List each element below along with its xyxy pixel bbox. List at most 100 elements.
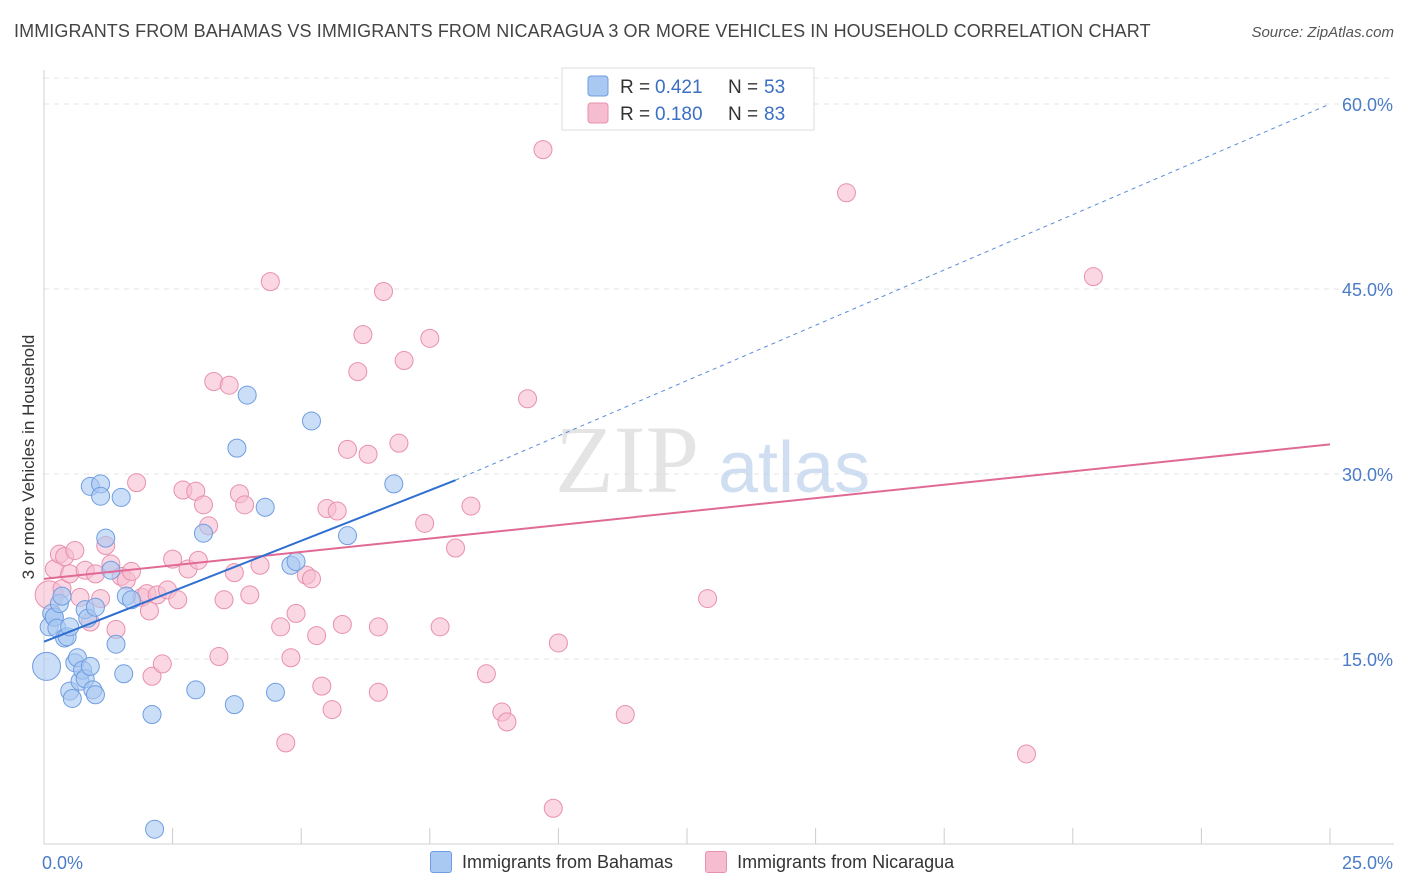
- legend-r-value-bahamas: 0.421: [655, 77, 703, 98]
- nicaragua-point: [163, 549, 183, 569]
- legend-swatch-nicaragua-bottom: [705, 851, 728, 873]
- bahamas-point: [96, 528, 116, 548]
- bahamas-point: [91, 486, 111, 506]
- trend-bahamas: [43, 479, 456, 643]
- nicaragua-point: [337, 439, 357, 459]
- bahamas-point: [60, 617, 80, 637]
- legend-n-value-nicaragua: 83: [764, 104, 785, 125]
- bahamas-point: [186, 680, 206, 700]
- x-tick-label-max: 25.0%: [1342, 853, 1393, 873]
- nicaragua-point: [235, 495, 255, 515]
- bahamas-point: [142, 705, 162, 724]
- y-tick-label: 30.0%: [1342, 465, 1393, 485]
- nicaragua-point: [543, 798, 563, 818]
- legend-swatch-bahamas: [587, 75, 609, 97]
- nicaragua-point: [65, 540, 85, 560]
- nicaragua-point: [327, 501, 347, 521]
- nicaragua-point: [142, 666, 162, 686]
- nicaragua-point: [358, 444, 378, 464]
- nicaragua-point: [301, 569, 321, 589]
- legend-swatch-bahamas-bottom: [430, 851, 452, 873]
- y-tick-label: 45.0%: [1342, 280, 1393, 300]
- series-legend: Immigrants from Bahamas Immigrants from …: [430, 851, 986, 873]
- bahamas-point: [227, 438, 247, 458]
- bahamas-point: [301, 411, 321, 431]
- bahamas-point: [52, 586, 72, 606]
- bahamas-point: [114, 664, 134, 684]
- legend-r-label-nicaragua: R =: [620, 104, 650, 125]
- bahamas-point: [85, 597, 105, 617]
- chart-title: IMMIGRANTS FROM BAHAMAS VS IMMIGRANTS FR…: [14, 21, 1151, 41]
- nicaragua-point: [1083, 267, 1103, 287]
- legend-item-nicaragua: Immigrants from Nicaragua: [705, 851, 954, 873]
- nicaragua-point: [368, 682, 388, 702]
- watermark-atlas: atlas: [718, 428, 870, 508]
- nicaragua-point: [188, 550, 208, 570]
- bahamas-point: [384, 474, 404, 494]
- legend-label-bahamas: Immigrants from Bahamas: [462, 851, 674, 872]
- legend-n-value-bahamas: 53: [764, 77, 785, 98]
- nicaragua-point: [139, 601, 159, 621]
- nicaragua-point: [533, 140, 553, 160]
- bahamas-point: [255, 497, 275, 517]
- nicaragua-point: [1017, 744, 1037, 764]
- nicaragua-point: [430, 617, 450, 637]
- nicaragua-point: [307, 626, 327, 646]
- nicaragua-point: [353, 325, 373, 345]
- bahamas-points: [32, 385, 404, 839]
- nicaragua-point: [698, 589, 718, 609]
- x-tick-label-min: 0.0%: [42, 853, 83, 873]
- nicaragua-point: [286, 603, 306, 623]
- bahamas-point: [32, 651, 62, 681]
- bahamas-point: [193, 523, 213, 543]
- legend-r-value-nicaragua: 0.180: [655, 104, 703, 125]
- nicaragua-points: [34, 140, 1103, 818]
- nicaragua-point: [548, 633, 568, 653]
- nicaragua-point: [127, 473, 147, 493]
- bahamas-point: [80, 656, 100, 676]
- legend-label-nicaragua: Immigrants from Nicaragua: [737, 851, 955, 872]
- legend-r-label-bahamas: R =: [620, 77, 650, 98]
- nicaragua-point: [368, 617, 388, 637]
- nicaragua-point: [374, 281, 394, 301]
- legend-n-label-nicaragua: N =: [728, 104, 758, 125]
- nicaragua-point: [415, 513, 435, 533]
- nicaragua-point: [446, 538, 466, 558]
- source-label: Source: ZipAtlas.com: [1251, 24, 1394, 41]
- y-tick-labels: 15.0% 30.0% 45.0% 60.0%: [1342, 95, 1393, 670]
- nicaragua-point: [260, 272, 280, 292]
- bahamas-point: [111, 487, 131, 507]
- legend-item-bahamas: Immigrants from Bahamas: [430, 851, 673, 873]
- bahamas-point: [224, 695, 244, 715]
- y-axis-title: 3 or more Vehicles in Household: [19, 335, 38, 580]
- correlation-legend: R = 0.421 N = 53 R = 0.180 N = 83: [561, 67, 815, 131]
- legend-n-label-bahamas: N =: [728, 77, 758, 98]
- x-tick-marks: [172, 828, 1331, 844]
- bahamas-point: [85, 685, 105, 705]
- nicaragua-point: [394, 351, 414, 371]
- y-tick-label: 60.0%: [1342, 95, 1393, 115]
- nicaragua-point: [121, 561, 141, 581]
- nicaragua-point: [615, 705, 635, 724]
- gridlines: [44, 77, 1394, 660]
- nicaragua-point: [219, 375, 239, 395]
- bahamas-point: [337, 526, 357, 546]
- bahamas-point: [265, 682, 285, 702]
- nicaragua-point: [389, 433, 409, 453]
- bahamas-point: [145, 819, 165, 839]
- nicaragua-point: [312, 676, 332, 696]
- nicaragua-point: [209, 647, 229, 667]
- nicaragua-point: [461, 496, 481, 516]
- nicaragua-point: [836, 183, 856, 203]
- bahamas-point: [62, 688, 82, 708]
- nicaragua-point: [420, 328, 440, 348]
- legend-swatch-nicaragua: [587, 102, 609, 124]
- bahamas-point: [121, 590, 141, 610]
- trend-lines: [43, 103, 1331, 643]
- y-tick-label: 15.0%: [1342, 650, 1393, 670]
- bahamas-point: [106, 634, 126, 654]
- bahamas-point: [237, 385, 257, 405]
- nicaragua-point: [193, 495, 213, 515]
- nicaragua-point: [276, 733, 296, 753]
